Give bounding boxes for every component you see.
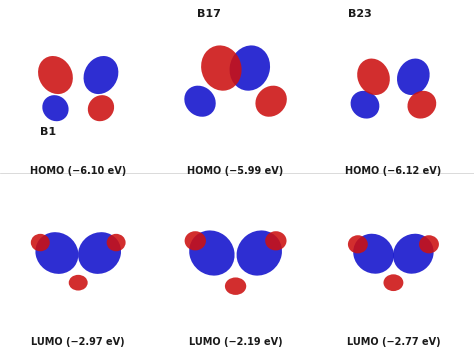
Text: B1: B1 xyxy=(40,127,56,138)
Ellipse shape xyxy=(78,232,121,274)
Ellipse shape xyxy=(419,235,439,253)
Text: B17: B17 xyxy=(197,9,220,19)
Ellipse shape xyxy=(393,234,434,274)
Ellipse shape xyxy=(383,274,403,291)
Text: HOMO (−6.10 eV): HOMO (−6.10 eV) xyxy=(30,166,127,176)
Text: LUMO (−2.19 eV): LUMO (−2.19 eV) xyxy=(189,337,283,347)
Ellipse shape xyxy=(36,232,78,274)
Ellipse shape xyxy=(237,230,282,276)
Ellipse shape xyxy=(107,234,126,251)
Ellipse shape xyxy=(88,95,114,121)
Text: LUMO (−2.77 eV): LUMO (−2.77 eV) xyxy=(346,337,440,347)
Ellipse shape xyxy=(38,56,73,94)
Ellipse shape xyxy=(201,45,242,91)
Ellipse shape xyxy=(229,45,270,91)
Ellipse shape xyxy=(31,234,50,251)
Ellipse shape xyxy=(397,59,429,95)
Ellipse shape xyxy=(357,59,390,95)
Ellipse shape xyxy=(408,91,436,119)
Ellipse shape xyxy=(83,56,118,94)
Ellipse shape xyxy=(69,275,88,290)
Text: HOMO (−5.99 eV): HOMO (−5.99 eV) xyxy=(187,166,284,176)
Ellipse shape xyxy=(351,91,379,119)
Ellipse shape xyxy=(184,231,206,251)
Ellipse shape xyxy=(353,234,394,274)
Ellipse shape xyxy=(184,86,216,117)
Ellipse shape xyxy=(189,230,235,276)
Text: B23: B23 xyxy=(348,9,372,19)
Ellipse shape xyxy=(255,86,287,117)
Ellipse shape xyxy=(265,231,286,251)
Ellipse shape xyxy=(225,277,246,295)
Text: HOMO (−6.12 eV): HOMO (−6.12 eV) xyxy=(345,166,442,176)
Ellipse shape xyxy=(348,235,368,253)
Ellipse shape xyxy=(42,95,69,121)
Text: LUMO (−2.97 eV): LUMO (−2.97 eV) xyxy=(31,337,125,347)
